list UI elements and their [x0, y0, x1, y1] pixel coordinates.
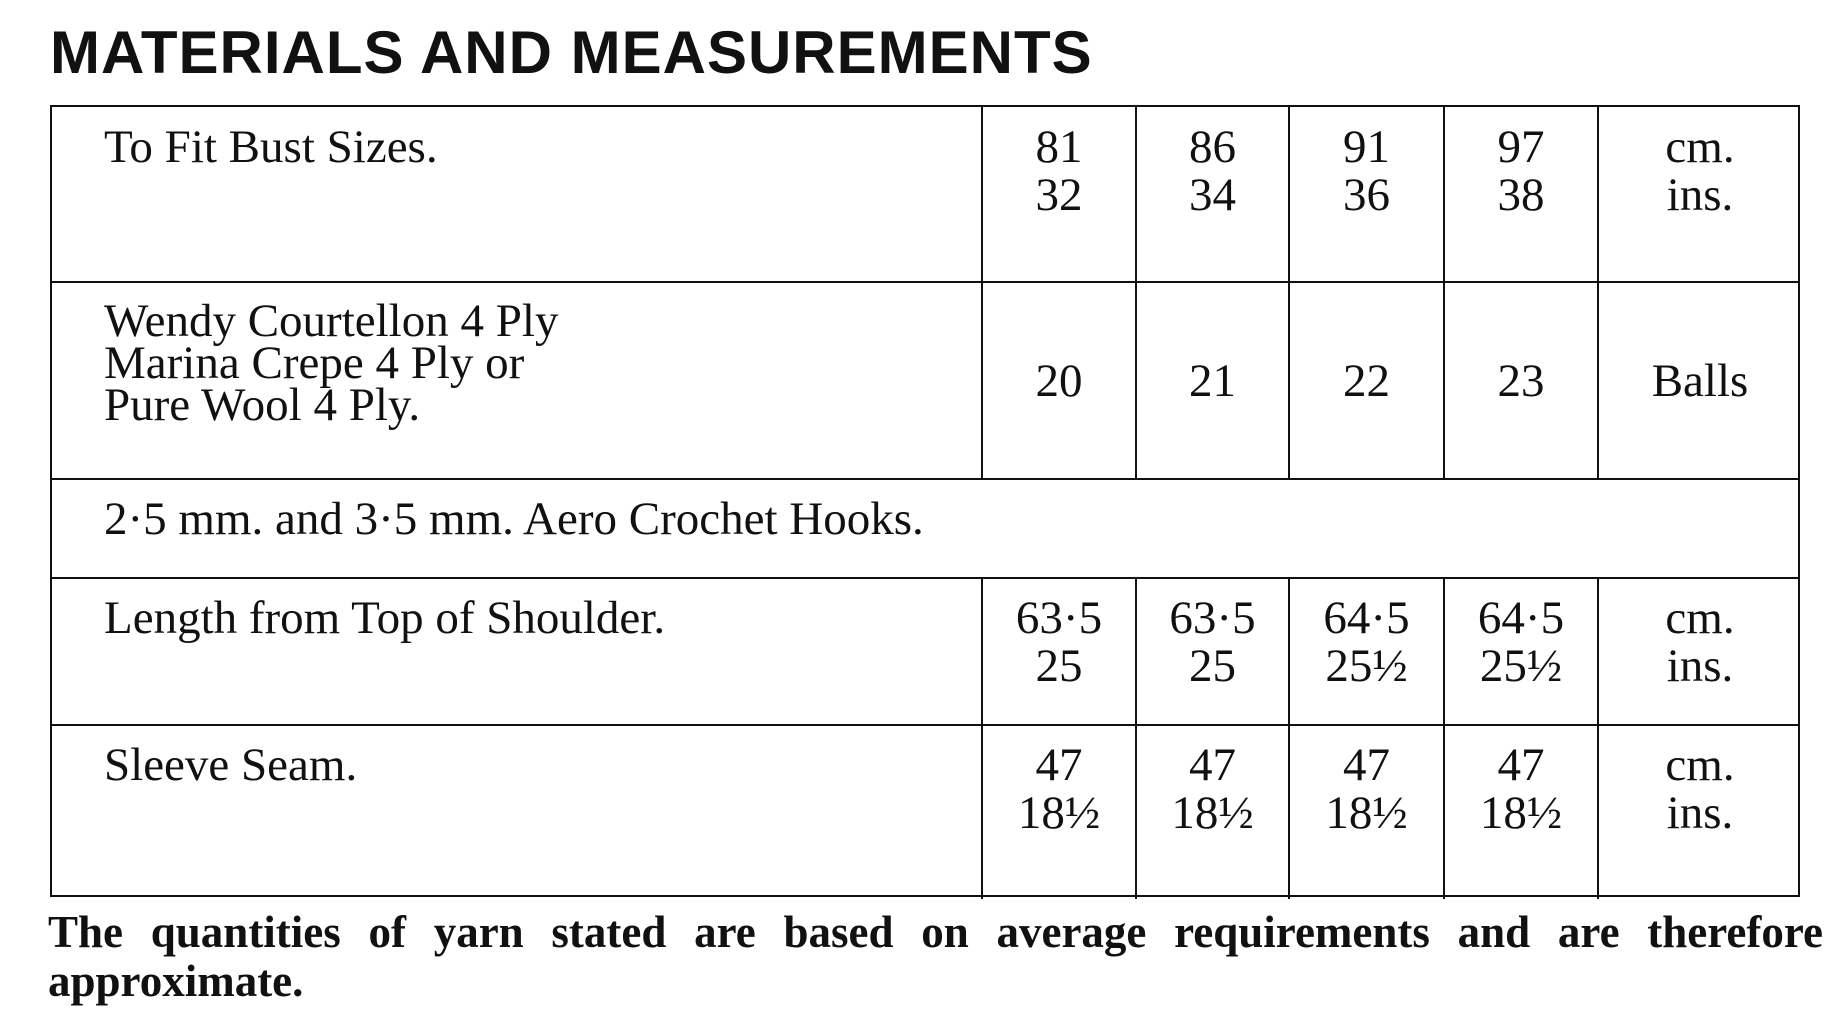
value-line: 18½ — [1171, 787, 1254, 839]
column-divider — [1288, 282, 1290, 479]
text-line: 2·5 mm. and 3·5 mm. Aero Crochet Hooks. — [104, 493, 924, 545]
value-line: ins. — [1666, 787, 1734, 839]
footnote: The quantities of yarn stated are based … — [48, 907, 1823, 1006]
column-divider — [1135, 282, 1137, 479]
value-line: 63·5 — [1169, 592, 1256, 644]
size-cell: 47 18½ — [1136, 741, 1289, 837]
column-divider — [1597, 725, 1599, 899]
value-line: 64·5 — [1477, 592, 1565, 644]
value-line: 32 — [1035, 169, 1083, 221]
value-line: 47 — [1497, 739, 1545, 791]
column-divider — [1288, 725, 1290, 899]
size-cell: 47 18½ — [1444, 741, 1598, 837]
column-divider — [1288, 578, 1290, 725]
size-cell: 20 — [982, 357, 1136, 405]
row-divider — [52, 577, 1798, 579]
value-line: 97 — [1497, 121, 1545, 173]
row-divider — [52, 724, 1798, 726]
value-line: 86 — [1189, 121, 1236, 173]
label-line: Wendy Courtellon 4 Ply — [104, 295, 559, 347]
value-line: 91 — [1343, 121, 1390, 173]
size-cell: 64·5 25½ — [1289, 594, 1444, 690]
column-divider — [1597, 282, 1599, 479]
value-line: 18½ — [1017, 787, 1101, 839]
value-line: cm. — [1665, 592, 1735, 644]
value-line: 20 — [1035, 354, 1083, 407]
column-divider — [981, 107, 983, 282]
label-line: Sleeve Seam. — [104, 739, 358, 791]
value-line: 21 — [1189, 354, 1236, 407]
value-line: 38 — [1497, 169, 1545, 221]
value-line: 25½ — [1479, 640, 1563, 692]
size-cell: 97 38 — [1444, 123, 1598, 219]
value-line: 34 — [1189, 169, 1236, 221]
size-cell: 23 — [1444, 357, 1598, 405]
column-divider — [1443, 107, 1445, 282]
column-divider — [1443, 282, 1445, 479]
label-line: Length from Top of Shoulder. — [104, 592, 666, 644]
unit-cell: cm. ins. — [1598, 123, 1802, 219]
row-label: Length from Top of Shoulder. — [104, 594, 665, 642]
size-cell: 22 — [1289, 357, 1444, 405]
column-divider — [1597, 578, 1599, 725]
full-row-text: 2·5 mm. and 3·5 mm. Aero Crochet Hooks. — [104, 495, 924, 543]
size-cell: 63·5 25 — [1136, 594, 1289, 690]
unit-cell: cm. ins. — [1598, 741, 1802, 837]
value-line: 47 — [1343, 739, 1390, 791]
column-divider — [1135, 578, 1137, 725]
title: MATERIALS AND MEASUREMENTS — [50, 19, 1093, 86]
size-cell: 47 18½ — [1289, 741, 1444, 837]
value-line: 47 — [1189, 739, 1236, 791]
value-line: 64·5 — [1323, 592, 1410, 644]
column-divider — [1135, 107, 1137, 282]
size-cell: 64·5 25½ — [1444, 594, 1598, 690]
label-line: Marina Crepe 4 Ply or — [104, 337, 525, 389]
value-line: 25 — [1189, 640, 1236, 692]
value-line: cm. — [1665, 739, 1735, 791]
column-divider — [1288, 107, 1290, 282]
value-line: 63·5 — [1015, 592, 1103, 644]
column-divider — [1135, 725, 1137, 899]
value-line: 23 — [1497, 354, 1545, 407]
value-line: 81 — [1035, 121, 1083, 173]
materials-table: To Fit Bust Sizes. 81 32 86 34 91 36 97 38 cm. ins… — [50, 105, 1802, 899]
value-line: 25 — [1035, 640, 1083, 692]
column-divider — [1443, 725, 1445, 899]
value-line: 18½ — [1479, 787, 1563, 839]
column-divider — [981, 578, 983, 725]
size-cell: 47 18½ — [982, 741, 1136, 837]
value-line: 25½ — [1325, 640, 1408, 692]
column-divider — [1443, 578, 1445, 725]
row-divider — [52, 281, 1798, 283]
value-line: 22 — [1343, 354, 1390, 407]
label-line: To Fit Bust Sizes. — [104, 121, 438, 173]
label-line: Pure Wool 4 Ply. — [104, 379, 421, 431]
row-divider — [52, 478, 1798, 480]
value-line: cm. — [1665, 121, 1735, 173]
column-divider — [1597, 107, 1599, 282]
size-cell: 86 34 — [1136, 123, 1289, 219]
row-label: To Fit Bust Sizes. — [104, 123, 438, 171]
size-cell: 21 — [1136, 357, 1289, 405]
value-line: 18½ — [1325, 787, 1408, 839]
size-cell: 91 36 — [1289, 123, 1444, 219]
value-line: 36 — [1343, 169, 1390, 221]
column-divider — [981, 725, 983, 899]
value-line: ins. — [1666, 169, 1734, 221]
value-line: ins. — [1666, 640, 1734, 692]
value-line: 47 — [1035, 739, 1083, 791]
size-cell: 81 32 — [982, 123, 1136, 219]
unit-cell: cm. ins. — [1598, 594, 1802, 690]
size-cell: 63·5 25 — [982, 594, 1136, 690]
row-label: Sleeve Seam. — [104, 741, 357, 789]
value-line: Balls — [1651, 354, 1749, 407]
unit-cell: Balls — [1598, 357, 1802, 405]
column-divider — [981, 282, 983, 479]
row-label: Wendy Courtellon 4 Ply Marina Crepe 4 Ply… — [104, 295, 559, 431]
